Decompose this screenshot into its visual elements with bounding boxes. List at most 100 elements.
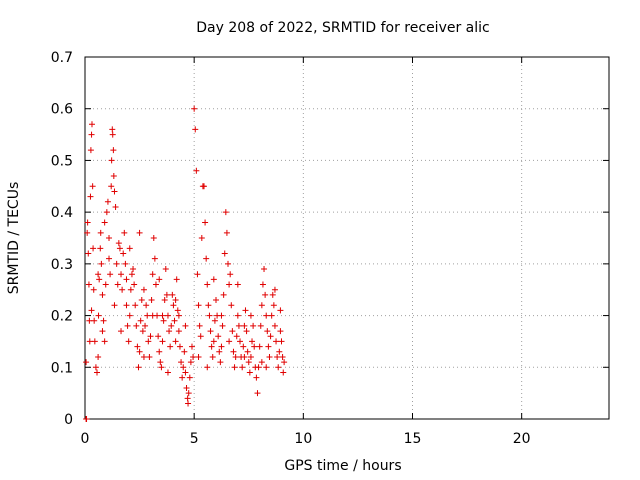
data-point [123,302,130,309]
data-point [146,353,153,360]
data-point [135,364,142,371]
data-point [119,286,126,293]
data-point [112,203,119,210]
data-point [186,374,193,381]
data-point [108,183,115,190]
data-point [126,245,133,252]
data-point [183,384,190,391]
data-point [250,322,257,329]
data-point [219,322,226,329]
data-point [215,333,222,340]
data-point [126,312,133,319]
data-point [243,328,250,335]
data-point [263,312,270,319]
data-point [204,364,211,371]
data-point [210,338,217,345]
data-point [107,271,114,278]
data-point [110,147,117,154]
data-point [240,343,247,350]
data-point [111,188,118,195]
data-point [225,260,232,267]
data-point [149,312,156,319]
data-point [262,291,269,298]
data-point [139,328,146,335]
data-point [91,338,98,345]
data-point [149,271,156,278]
data-point [178,359,185,366]
data-point [221,250,228,257]
data-point [128,271,135,278]
data-point [184,395,191,402]
data-point [278,338,285,345]
data-point [163,291,170,298]
data-point [108,157,115,164]
data-point [229,328,236,335]
data-point [138,297,145,304]
data-point [95,312,102,319]
x-axis-label: GPS time / hours [284,458,401,474]
data-point [164,369,171,376]
y-tick-label: 0.3 [51,257,73,273]
data-point [205,302,212,309]
data-point [83,359,90,366]
data-point [140,353,147,360]
data-point [195,302,202,309]
data-point [109,131,116,138]
data-point [123,276,130,283]
data-point [255,364,262,371]
data-point [115,240,122,247]
data-point [130,266,137,273]
data-point [266,353,273,360]
data-point [175,328,182,335]
data-point [194,271,201,278]
data-point [144,312,151,319]
chart-title: Day 208 of 2022, SRMTID for receiver ali… [196,20,489,36]
data-point [231,364,238,371]
data-point [113,260,120,267]
data-points [83,105,288,422]
data-point [161,297,168,304]
data-point [103,209,110,216]
data-point [209,353,216,360]
data-point [232,353,239,360]
x-tick-label: 15 [404,431,422,447]
data-point [99,291,106,298]
data-point [188,343,195,350]
data-point [88,131,95,138]
x-tick-label: 10 [294,431,312,447]
data-point [172,338,179,345]
data-point [116,245,123,252]
data-point [101,219,108,226]
data-point [281,359,288,366]
data-point [245,359,252,366]
data-point [264,328,271,335]
data-point [168,322,175,329]
data-point [237,338,244,345]
data-point [125,338,132,345]
data-point [216,348,223,355]
axis-ticks: 0 0.1 0.2 0.3 0.4 0.5 0.6 0.7 0 5 10 15 20 [51,50,609,447]
data-point [253,374,260,381]
data-point [114,281,121,288]
data-point [210,276,217,283]
data-point [156,276,163,283]
data-point [118,271,125,278]
data-point [217,359,224,366]
data-point [249,338,256,345]
data-point [88,307,95,314]
data-point [104,198,111,205]
data-point [99,328,106,335]
data-point [83,416,90,422]
data-point [147,333,154,340]
data-point [182,322,189,329]
data-point [280,369,287,376]
data-point [179,374,186,381]
data-point [220,291,227,298]
data-point [118,328,125,335]
data-point [150,235,157,241]
data-point [193,167,200,174]
data-point [94,369,101,376]
data-point [211,317,218,324]
data-point [254,390,261,397]
